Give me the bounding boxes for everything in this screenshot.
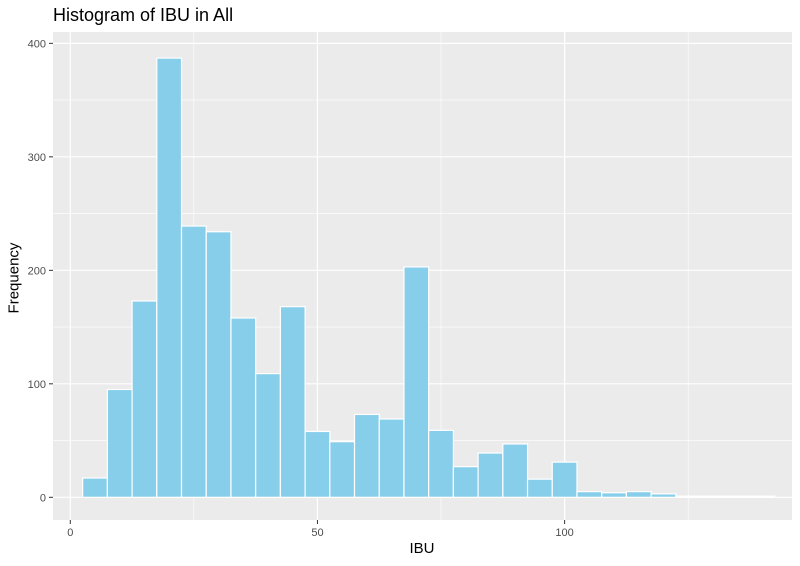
y-axis-ticks: 0 100 200 300 400 <box>28 38 53 504</box>
histogram-bar <box>230 317 257 498</box>
histogram-bar <box>650 493 677 498</box>
histogram-bar <box>477 452 504 498</box>
histogram-bar <box>428 429 454 498</box>
histogram-bar <box>131 300 158 498</box>
histogram-bar <box>576 491 603 498</box>
x-axis-label: IBU <box>409 540 435 557</box>
histogram-bar <box>205 231 232 498</box>
histogram-bar <box>156 57 183 498</box>
histogram-bar <box>82 477 108 498</box>
histogram-bar <box>675 495 702 498</box>
histogram-bar <box>601 492 628 498</box>
histogram-bar <box>304 430 331 498</box>
histogram-bar <box>699 495 726 498</box>
histogram-bar <box>724 495 751 498</box>
y-tick-label: 0 <box>40 492 46 504</box>
histogram-bar <box>502 443 529 498</box>
x-tick-label: 100 <box>555 527 573 539</box>
x-tick-label: 50 <box>311 527 323 539</box>
histogram-bar <box>526 478 553 498</box>
histogram-bar <box>749 495 776 498</box>
y-tick-label: 200 <box>28 265 46 277</box>
histogram-bar <box>255 373 281 498</box>
histogram-bar <box>403 266 430 498</box>
histogram-bar <box>452 466 479 498</box>
y-tick-label: 100 <box>28 379 46 391</box>
histogram-bar <box>279 306 306 498</box>
histogram-bar <box>551 461 578 498</box>
histogram-bar <box>106 388 133 498</box>
histogram-bar <box>378 418 405 498</box>
histogram-bar <box>353 413 380 498</box>
histogram-bars <box>82 57 776 498</box>
histogram-bar <box>625 491 652 498</box>
histogram-bar <box>329 441 356 498</box>
y-tick-label: 400 <box>28 38 46 50</box>
chart-title: Histogram of IBU in All <box>53 5 234 25</box>
x-tick-label: 0 <box>67 527 73 539</box>
x-axis-ticks: 0 50 100 <box>67 520 574 539</box>
y-tick-label: 300 <box>28 152 46 164</box>
histogram-bar <box>180 225 207 498</box>
